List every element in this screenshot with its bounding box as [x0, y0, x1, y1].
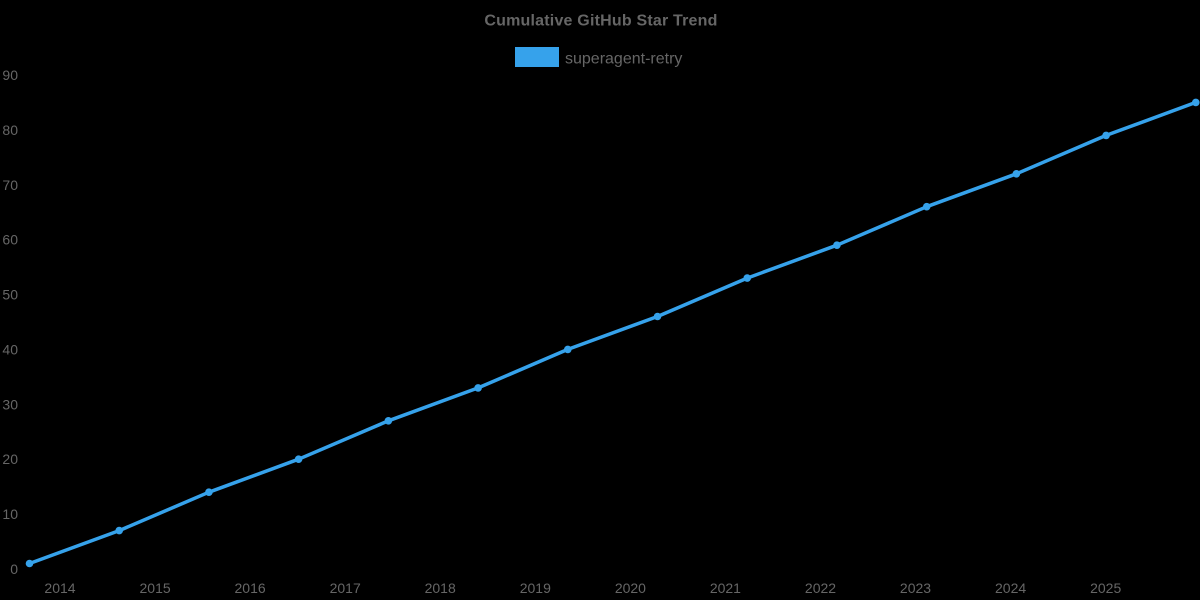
svg-text:2021: 2021 [710, 580, 741, 596]
svg-text:2020: 2020 [615, 580, 646, 596]
svg-text:60: 60 [2, 232, 18, 248]
svg-text:80: 80 [2, 122, 18, 138]
svg-text:2017: 2017 [330, 580, 361, 596]
svg-text:2016: 2016 [235, 580, 266, 596]
svg-text:90: 90 [2, 67, 18, 83]
svg-text:superagent-retry: superagent-retry [565, 51, 682, 68]
svg-text:30: 30 [2, 396, 18, 412]
svg-text:2022: 2022 [805, 580, 836, 596]
svg-text:2023: 2023 [900, 580, 931, 596]
svg-text:2019: 2019 [520, 580, 551, 596]
svg-text:2014: 2014 [44, 580, 75, 596]
svg-text:40: 40 [2, 341, 18, 357]
svg-text:10: 10 [2, 506, 18, 522]
svg-text:70: 70 [2, 177, 18, 193]
svg-text:0: 0 [10, 561, 18, 577]
svg-text:2024: 2024 [995, 580, 1026, 596]
svg-text:2015: 2015 [140, 580, 171, 596]
svg-text:2018: 2018 [425, 580, 456, 596]
svg-text:Cumulative GitHub Star Trend: Cumulative GitHub Star Trend [484, 13, 717, 30]
svg-text:20: 20 [2, 451, 18, 467]
svg-text:2025: 2025 [1090, 580, 1121, 596]
svg-text:50: 50 [2, 287, 18, 303]
